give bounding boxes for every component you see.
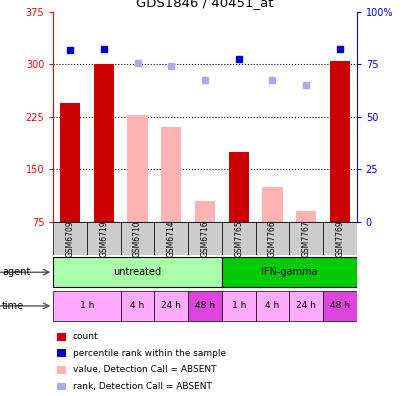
Bar [94,64,114,222]
Bar [53,257,221,287]
Text: 24 h: 24 h [295,301,315,310]
Text: 1 h: 1 h [231,301,245,310]
Text: GSM6714: GSM6714 [166,220,175,257]
Bar [154,222,188,255]
Bar [87,222,120,255]
Bar [329,61,349,222]
Text: 1 h: 1 h [80,301,94,310]
Bar [120,291,154,321]
Text: IFN-gamma: IFN-gamma [261,267,317,277]
Text: count: count [72,332,98,341]
Text: GSM7767: GSM7767 [301,220,310,257]
Bar [255,291,289,321]
Bar [221,291,255,321]
Text: GSM6716: GSM6716 [200,220,209,257]
Bar [120,222,154,255]
Text: percentile rank within the sample: percentile rank within the sample [72,349,225,358]
Text: untreated: untreated [113,267,161,277]
Text: GSM7769: GSM7769 [335,220,344,257]
Bar [188,222,221,255]
Bar [228,152,248,222]
Text: agent: agent [2,267,30,277]
Bar [53,222,87,255]
Text: 4 h: 4 h [265,301,279,310]
Bar [262,187,282,222]
Bar [161,127,181,222]
Bar [289,291,322,321]
Text: value, Detection Call = ABSENT: value, Detection Call = ABSENT [72,366,216,374]
Text: 4 h: 4 h [130,301,144,310]
Text: rank, Detection Call = ABSENT: rank, Detection Call = ABSENT [72,382,211,391]
Text: GSM7765: GSM7765 [234,220,243,257]
Bar [53,291,120,321]
Bar [322,222,356,255]
Bar [221,222,255,255]
Text: GSM7766: GSM7766 [267,220,276,257]
Bar [127,115,147,222]
Bar [255,222,289,255]
Text: GSM6709: GSM6709 [65,220,74,257]
Bar [154,291,188,321]
Bar [295,211,315,222]
Text: 24 h: 24 h [161,301,181,310]
Title: GDS1846 / 40451_at: GDS1846 / 40451_at [136,0,273,10]
Bar [188,291,221,321]
Bar [194,201,215,222]
Bar [289,222,322,255]
Bar [322,291,356,321]
Text: time: time [2,301,24,311]
Bar [221,257,356,287]
Text: 48 h: 48 h [195,301,214,310]
Text: GSM6710: GSM6710 [133,220,142,257]
Bar [60,103,80,222]
Text: GSM6719: GSM6719 [99,220,108,257]
Text: 48 h: 48 h [329,301,349,310]
